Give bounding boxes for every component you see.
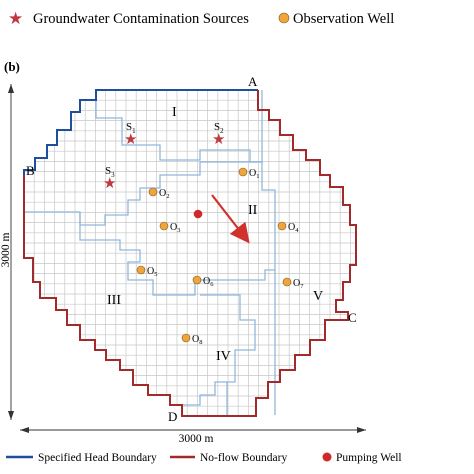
observation-well-icon bbox=[238, 167, 248, 177]
no-flow-boundary bbox=[23, 90, 357, 417]
well-label: O1 bbox=[249, 168, 259, 180]
pumping-well-legend-icon bbox=[322, 452, 332, 462]
zone-boundaries bbox=[24, 90, 276, 415]
zone-boundary-line bbox=[250, 161, 276, 415]
well-label: O2 bbox=[159, 188, 169, 200]
zone-boundary-line bbox=[24, 161, 250, 226]
contamination-sources: ★ S1 ★ S2 ★ S3 bbox=[103, 121, 225, 192]
head-boundary-label: Specified Head Boundary bbox=[38, 452, 157, 464]
observation-well-icon bbox=[148, 187, 158, 197]
legend-well-label: Observation Well bbox=[293, 11, 394, 27]
corner-label-b: B bbox=[26, 163, 35, 178]
legend-source-star-icon: ★ bbox=[8, 9, 23, 28]
source-star-icon: ★ bbox=[124, 132, 137, 148]
observation-well-icon bbox=[136, 265, 146, 275]
zone-boundary-line bbox=[200, 294, 256, 415]
zone-label-ii: II bbox=[248, 203, 258, 218]
horizontal-dimension-label: 3000 m bbox=[179, 433, 214, 445]
zone-label-v: V bbox=[313, 289, 323, 304]
corner-label-a: A bbox=[248, 74, 258, 89]
observation-well-icon bbox=[181, 333, 191, 343]
observation-well-icon bbox=[159, 221, 169, 231]
observation-well-icon bbox=[277, 221, 287, 231]
zone-boundary-line bbox=[182, 381, 227, 406]
observation-well-icon bbox=[192, 275, 202, 285]
bottom-legend: Specified Head Boundary No-flow Boundary… bbox=[6, 452, 402, 464]
vertical-dimension-label: 3000 m bbox=[0, 233, 12, 268]
legend-sources-label: Groundwater Contamination Sources bbox=[33, 11, 249, 27]
corner-label-d: D bbox=[168, 409, 177, 424]
horizontal-dimension: 3000 m bbox=[20, 427, 366, 445]
zone-label-iv: IV bbox=[216, 349, 231, 364]
source-label: S1 bbox=[126, 121, 136, 135]
well-label: O3 bbox=[170, 222, 180, 234]
pumping-well-label: Pumping Well bbox=[336, 452, 402, 464]
specified-head-boundary bbox=[23, 89, 258, 175]
pumping-well-icon bbox=[193, 209, 203, 219]
source-star-icon: ★ bbox=[103, 176, 116, 192]
well-label: O5 bbox=[147, 266, 157, 278]
well-label: O7 bbox=[293, 278, 304, 290]
corner-label-c: C bbox=[348, 310, 357, 325]
legend-well-icon bbox=[278, 12, 290, 24]
vertical-dimension: 3000 m bbox=[0, 84, 14, 420]
observation-well-icon bbox=[282, 277, 292, 287]
source-label: S2 bbox=[214, 121, 224, 135]
panel-label: (b) bbox=[4, 59, 20, 74]
flow-direction-arrow bbox=[211, 194, 250, 244]
top-legend: ★ Groundwater Contamination Sources Obse… bbox=[8, 9, 394, 28]
zone-label-i: I bbox=[172, 105, 177, 120]
source-star-icon: ★ bbox=[212, 132, 225, 148]
observation-wells: O1 O2 O3 O4 O5 O6 O7 O8 bbox=[136, 167, 304, 346]
zone-boundary-line bbox=[79, 212, 275, 296]
noflow-boundary-label: No-flow Boundary bbox=[200, 452, 287, 464]
well-label: O8 bbox=[192, 334, 202, 346]
domain-boundary bbox=[23, 89, 357, 417]
model-grid bbox=[24, 90, 356, 416]
zone-label-iii: III bbox=[107, 293, 121, 308]
well-label: O4 bbox=[288, 222, 299, 234]
source-label: S3 bbox=[105, 165, 115, 179]
well-label: O6 bbox=[203, 276, 214, 288]
